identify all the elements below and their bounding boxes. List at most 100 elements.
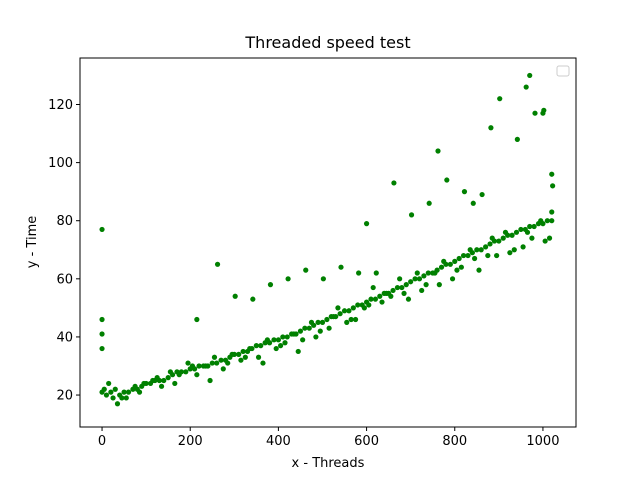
data-point (497, 96, 503, 102)
data-point (141, 380, 147, 387)
data-point (456, 255, 462, 262)
x-axis-label: x - Threads (292, 456, 365, 471)
data-point (285, 276, 291, 282)
data-point (211, 354, 218, 360)
data-point (99, 316, 105, 323)
data-point (449, 276, 456, 282)
data-point (425, 270, 431, 276)
data-point (247, 345, 253, 352)
data-point (335, 305, 341, 311)
x-tick-label: 800 (442, 434, 467, 449)
data-points (99, 72, 556, 407)
data-point (538, 218, 544, 224)
data-point (372, 296, 378, 302)
data-point (125, 389, 132, 395)
data-point (350, 305, 356, 311)
data-point (370, 284, 376, 291)
data-point (99, 331, 105, 337)
y-tick-label: 60 (56, 272, 73, 287)
data-point (366, 302, 372, 308)
data-point (330, 313, 337, 320)
data-point (108, 389, 114, 395)
data-point (542, 238, 548, 244)
data-point (267, 282, 274, 288)
data-point (487, 241, 493, 247)
data-point (520, 244, 526, 250)
data-point (388, 293, 394, 299)
data-point (229, 351, 235, 357)
y-axis-label: y - Time (25, 216, 40, 268)
data-point (295, 348, 301, 355)
data-point (240, 348, 246, 355)
data-point (185, 360, 191, 366)
data-point (158, 383, 165, 389)
data-point (419, 287, 425, 294)
y-tick-label: 120 (48, 98, 73, 113)
data-point (302, 325, 308, 331)
data-point (275, 337, 281, 343)
data-point (236, 351, 242, 357)
data-point (320, 276, 326, 282)
data-point (460, 252, 467, 259)
data-point (438, 264, 445, 270)
data-point (101, 386, 107, 392)
data-point (474, 247, 480, 253)
data-point (313, 334, 319, 340)
data-point (253, 343, 259, 349)
y-tick-label: 100 (48, 156, 73, 171)
x-tick-label: 1000 (526, 434, 559, 449)
data-point (549, 171, 555, 177)
data-point (194, 372, 200, 378)
data-point (476, 267, 482, 273)
data-point (337, 311, 343, 317)
x-tick-label: 400 (266, 434, 291, 449)
chart-title: Threaded speed test (244, 33, 410, 52)
data-point (361, 305, 367, 311)
data-point (509, 232, 515, 238)
data-point (496, 238, 502, 244)
data-point (472, 255, 478, 262)
data-point (500, 235, 506, 241)
data-point (317, 328, 323, 334)
data-point (550, 183, 556, 189)
data-point (106, 380, 112, 387)
data-point (494, 252, 500, 259)
data-point (514, 136, 520, 142)
data-point (549, 209, 555, 215)
data-point (426, 200, 432, 206)
data-point (348, 316, 354, 323)
data-point (489, 235, 495, 241)
data-point (110, 395, 116, 401)
data-point (467, 247, 473, 253)
data-point (172, 380, 178, 387)
data-point (540, 110, 546, 116)
data-point (368, 296, 374, 302)
data-point (527, 223, 533, 230)
plot-frame (79, 57, 577, 428)
data-point (278, 343, 284, 349)
data-point (291, 331, 297, 337)
data-point (513, 229, 520, 235)
data-point (303, 267, 309, 273)
data-point (488, 125, 494, 131)
data-point (150, 377, 156, 384)
data-point (123, 395, 129, 401)
data-point (408, 279, 414, 285)
data-point (479, 191, 485, 198)
data-point (383, 290, 390, 296)
data-point (478, 247, 484, 253)
data-point (196, 363, 202, 369)
data-point (344, 319, 350, 325)
data-point (284, 334, 290, 340)
data-point (214, 261, 221, 267)
data-point (461, 189, 468, 195)
data-point (408, 212, 415, 218)
data-point (531, 223, 537, 230)
data-point (432, 270, 438, 276)
data-point (529, 235, 535, 241)
data-point (485, 252, 491, 259)
data-point (220, 366, 226, 372)
data-point (458, 264, 464, 270)
data-point (355, 302, 361, 308)
data-point (319, 319, 326, 325)
